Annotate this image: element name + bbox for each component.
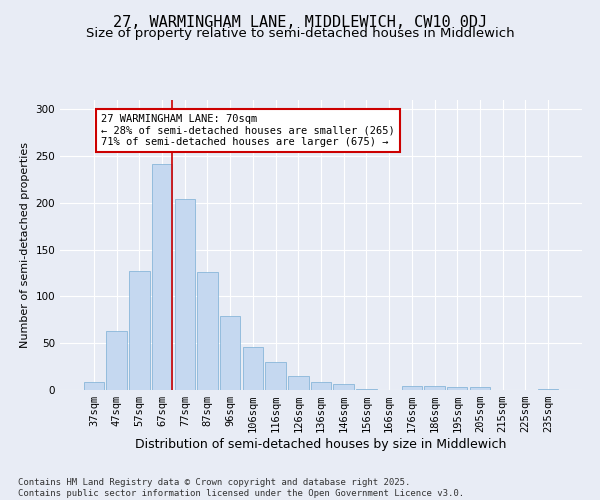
Bar <box>334 384 354 390</box>
Bar <box>311 382 331 390</box>
Y-axis label: Number of semi-detached properties: Number of semi-detached properties <box>20 142 30 348</box>
Text: 27, WARMINGHAM LANE, MIDDLEWICH, CW10 0DJ: 27, WARMINGHAM LANE, MIDDLEWICH, CW10 0D… <box>113 15 487 30</box>
Bar <box>538 389 558 390</box>
Bar <box>220 316 241 390</box>
Text: Size of property relative to semi-detached houses in Middlewich: Size of property relative to semi-detach… <box>86 28 514 40</box>
Bar <box>152 164 172 390</box>
Bar <box>447 387 467 390</box>
Bar <box>84 382 104 390</box>
Bar <box>401 386 422 390</box>
Bar <box>242 347 263 390</box>
Bar <box>356 389 377 390</box>
Bar <box>288 376 308 390</box>
Bar <box>106 331 127 390</box>
X-axis label: Distribution of semi-detached houses by size in Middlewich: Distribution of semi-detached houses by … <box>136 438 506 451</box>
Bar <box>424 386 445 390</box>
Bar <box>175 199 195 390</box>
Text: Contains HM Land Registry data © Crown copyright and database right 2025.
Contai: Contains HM Land Registry data © Crown c… <box>18 478 464 498</box>
Bar <box>197 272 218 390</box>
Bar <box>470 387 490 390</box>
Text: 27 WARMINGHAM LANE: 70sqm
← 28% of semi-detached houses are smaller (265)
71% of: 27 WARMINGHAM LANE: 70sqm ← 28% of semi-… <box>101 114 395 147</box>
Bar <box>129 271 149 390</box>
Bar <box>265 362 286 390</box>
